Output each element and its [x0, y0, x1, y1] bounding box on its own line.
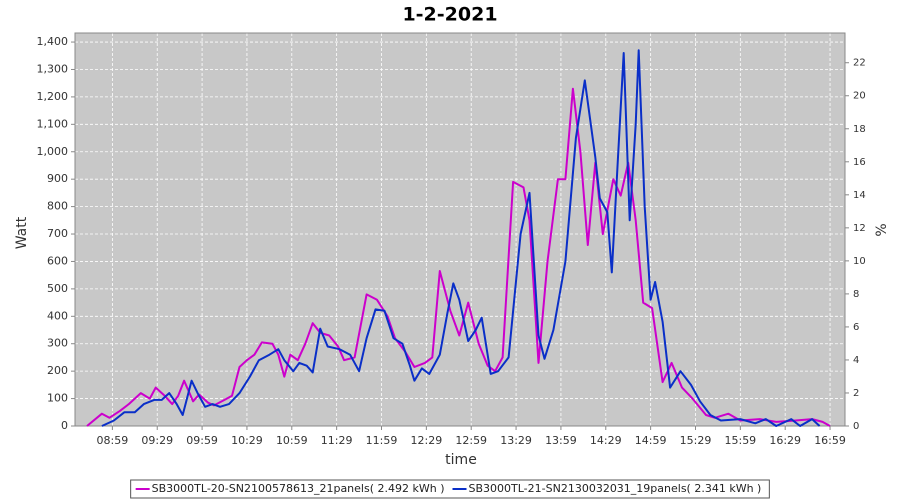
y2-tick-label: 2: [853, 388, 859, 399]
y2-axis-label: %: [874, 223, 890, 236]
y-tick-label: 500: [47, 282, 68, 295]
x-tick-label: 08:59: [97, 434, 129, 447]
y-tick-label: 1,000: [37, 145, 69, 158]
x-tick-label: 09:59: [186, 434, 218, 447]
x-tick-label: 16:59: [814, 434, 846, 447]
series-line: [86, 87, 831, 427]
y-tick-label: 1,100: [37, 117, 69, 130]
legend-label: SB3000TL-20-SN2100578613_21panels( 2.492…: [152, 482, 445, 495]
x-tick-label: 10:59: [276, 434, 308, 447]
y-tick-label: 600: [47, 254, 68, 267]
chart-title: 1-2-2021: [402, 4, 497, 26]
y-tick-label: 800: [47, 200, 68, 213]
x-tick-label: 12:29: [411, 434, 443, 447]
y2-tick-label: 6: [853, 322, 859, 333]
series-line: [101, 49, 821, 427]
y-tick-label: 200: [47, 364, 68, 377]
x-tick-label: 15:59: [724, 434, 756, 447]
y-tick-label: 1,300: [37, 62, 69, 75]
y2-tick-label: 14: [853, 190, 866, 201]
y2-tick-label: 16: [853, 157, 866, 168]
x-tick-label: 14:59: [635, 434, 667, 447]
y-tick-label: 100: [47, 392, 68, 405]
plot-area: [75, 33, 845, 426]
x-tick-label: 15:29: [680, 434, 712, 447]
x-tick-label: 14:29: [590, 434, 622, 447]
y-tick-label: 400: [47, 309, 68, 322]
y2-tick-label: 22: [853, 58, 866, 69]
y-axis-label: Watt: [14, 216, 30, 249]
y2-tick-label: 10: [853, 256, 866, 267]
legend: SB3000TL-20-SN2100578613_21panels( 2.492…: [130, 479, 770, 499]
y2-tick-label: 8: [853, 289, 859, 300]
y-tick-label: 1,200: [37, 90, 69, 103]
legend-box: [130, 479, 770, 499]
x-tick-label: 13:29: [500, 434, 532, 447]
x-tick-label: 10:29: [231, 434, 263, 447]
x-tick-label: 13:59: [545, 434, 577, 447]
y-tick-label: 1,400: [37, 35, 69, 48]
x-tick-label: 16:29: [769, 434, 801, 447]
x-tick-label: 09:29: [141, 434, 173, 447]
y-tick-label: 900: [47, 172, 68, 185]
y-tick-label: 0: [61, 419, 68, 432]
plot-border: [74, 32, 846, 427]
y2-tick-label: 4: [853, 355, 859, 366]
x-axis-label: time: [445, 452, 477, 468]
y-tick-label: 300: [47, 337, 68, 350]
x-tick-label: 12:59: [455, 434, 487, 447]
y-tick-label: 700: [47, 227, 68, 240]
legend-label: SB3000TL-21-SN2130032031_19panels( 2.341…: [469, 482, 762, 495]
x-tick-label: 11:29: [321, 434, 353, 447]
x-tick-label: 11:59: [366, 434, 398, 447]
y2-tick-label: 0: [853, 421, 859, 432]
y2-tick-label: 12: [853, 223, 866, 234]
y2-tick-label: 18: [853, 124, 866, 135]
y2-tick-label: 20: [853, 91, 866, 102]
